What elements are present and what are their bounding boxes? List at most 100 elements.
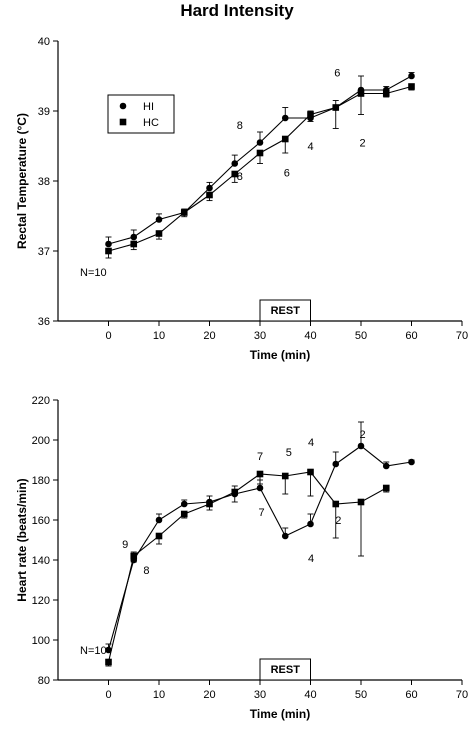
data-point-square (307, 468, 314, 476)
x-tick-label: 70 (456, 689, 468, 701)
x-tick-label: 20 (203, 689, 215, 701)
rest-period-box (259, 299, 311, 322)
data-point-circle (130, 233, 138, 241)
data-point-square (307, 111, 314, 118)
data-point-square (256, 470, 264, 478)
y-axis-label: Rectal Temperature (°C) (15, 113, 29, 249)
x-tick-label: 10 (153, 330, 165, 342)
x-tick-label: 30 (254, 689, 266, 701)
data-point-square (105, 247, 112, 255)
data-point-circle (382, 462, 390, 470)
x-tick-label: 60 (405, 689, 417, 701)
x-tick-label: 10 (153, 689, 165, 701)
annotation-label: 2 (359, 138, 365, 150)
x-tick-label: 0 (105, 689, 111, 701)
annotation-label: 8 (143, 565, 149, 577)
series-line (107, 471, 387, 663)
y-tick-label: 120 (32, 595, 50, 607)
annotation-label: 7 (258, 507, 264, 519)
data-point-square (281, 472, 289, 480)
x-tick-label: 50 (355, 330, 367, 342)
data-point-circle (408, 72, 415, 80)
annotation-label: 4 (308, 553, 314, 565)
y-tick-label: 220 (32, 395, 50, 407)
figure-title: Hard Intensity (180, 1, 294, 20)
data-point-square (206, 191, 213, 199)
temperature-panel: 0 10 20 30 40 50 60 70 36 37 38 39 40 Time (min) Recta… (15, 36, 468, 362)
annotation-label: 5 (286, 447, 292, 459)
data-point-square (256, 149, 264, 157)
data-point-square (382, 484, 390, 492)
annotation-label: 4 (308, 437, 314, 449)
x-tick-label: 60 (405, 330, 417, 342)
y-tick-label: 140 (32, 555, 50, 567)
data-point-square (105, 658, 112, 666)
y-tick-label: 160 (32, 515, 50, 527)
data-point-square (130, 552, 138, 560)
data-point-square (281, 135, 289, 143)
x-axis-label: Time (min) (250, 348, 310, 362)
annotation-label: 9 (122, 539, 128, 551)
x-tick-label: 30 (254, 330, 266, 342)
series-hc (105, 468, 390, 667)
series-hc (105, 83, 415, 259)
x-tick-label: 0 (105, 330, 111, 342)
data-point-circle (408, 458, 415, 466)
data-point-square (130, 240, 138, 248)
data-point-circle (332, 460, 340, 468)
heart-rate-panel: 0 10 20 30 40 50 60 70 80 100 120 140 160 180 200 220 Ti… (15, 395, 468, 721)
data-point-square (332, 104, 340, 111)
legend-label: HC (143, 117, 159, 129)
data-point-circle (180, 500, 188, 508)
x-axis-label: Time (min) (250, 707, 310, 721)
annotation-label: N=10 (80, 645, 107, 657)
legend-marker-square (119, 118, 127, 126)
y-tick-label: 39 (38, 106, 50, 118)
data-point-circle (281, 114, 289, 122)
annotation-label: 6 (334, 68, 340, 80)
x-tick-label: 20 (203, 330, 215, 342)
data-point-circle (281, 532, 289, 540)
data-point-square (332, 500, 340, 508)
rest-label: REST (271, 664, 301, 676)
annotation-label: 4 (307, 141, 313, 153)
legend-box (107, 94, 175, 134)
y-tick-label: 80 (38, 675, 50, 687)
data-point-square (180, 510, 188, 518)
data-point-square (155, 532, 163, 540)
data-point-square (206, 500, 213, 508)
annotation-label: N=10 (80, 267, 107, 279)
data-point-square (180, 209, 188, 216)
data-point-circle (206, 184, 213, 192)
legend-label: HI (143, 101, 154, 113)
data-point-square (357, 498, 365, 506)
rest-period-box (259, 658, 311, 681)
annotation-label: 8 (237, 171, 243, 183)
y-tick-label: 200 (32, 435, 50, 447)
annotation-label: 2 (335, 515, 341, 527)
data-point-square (231, 488, 239, 496)
data-point-circle (307, 520, 314, 528)
data-point-circle (105, 646, 112, 654)
annotation-label: 7 (257, 451, 263, 463)
data-point-square (382, 90, 390, 97)
annotation-label: 8 (237, 120, 243, 132)
y-tick-label: 36 (38, 316, 50, 328)
data-point-square (408, 83, 415, 90)
y-tick-label: 38 (38, 176, 50, 188)
data-point-square (357, 90, 365, 97)
x-tick-label: 40 (304, 330, 316, 342)
y-axis-label: Heart rate (beats/min) (15, 478, 29, 601)
data-point-circle (155, 516, 163, 524)
x-tick-label: 70 (456, 330, 468, 342)
x-tick-label: 40 (304, 689, 316, 701)
data-point-circle (231, 160, 239, 167)
data-point-square (155, 230, 163, 237)
y-tick-label: 40 (38, 36, 50, 48)
rest-label: REST (271, 305, 301, 317)
annotation-label: 6 (284, 168, 290, 180)
x-tick-label: 50 (355, 689, 367, 701)
y-tick-label: 37 (38, 246, 50, 258)
y-tick-label: 180 (32, 475, 50, 487)
